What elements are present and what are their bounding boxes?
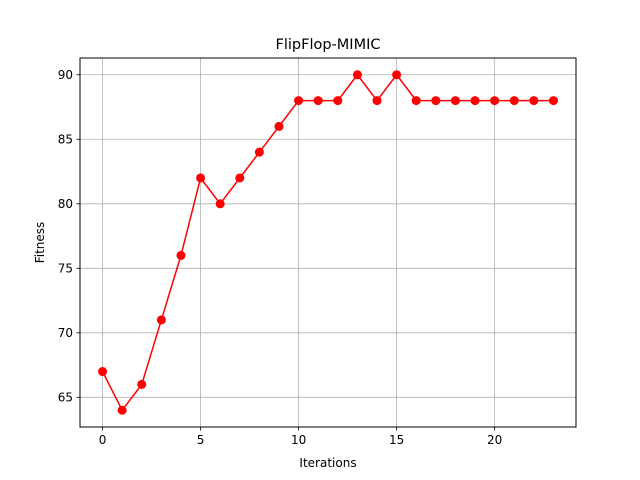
- data-point: [470, 96, 480, 106]
- data-point: [392, 70, 402, 80]
- data-point: [490, 96, 500, 106]
- data-point: [274, 121, 284, 131]
- data-point: [450, 96, 460, 106]
- data-point: [98, 367, 108, 377]
- data-series: [98, 70, 558, 415]
- data-point: [215, 199, 225, 209]
- data-point: [254, 147, 264, 157]
- data-point: [431, 96, 441, 106]
- y-tick-label: 65: [58, 391, 73, 405]
- x-axis-ticks: 0 5 10 15 20: [99, 427, 502, 447]
- data-point: [156, 315, 166, 325]
- y-tick-label: 75: [58, 262, 73, 276]
- y-tick-label: 80: [58, 197, 73, 211]
- y-axis-label: Fitness: [33, 222, 47, 264]
- data-point: [411, 96, 421, 106]
- x-tick-label: 10: [291, 433, 306, 447]
- y-tick-label: 85: [58, 133, 73, 147]
- y-tick-label: 90: [58, 68, 73, 82]
- data-point: [548, 96, 558, 106]
- y-tick-label: 70: [58, 326, 73, 340]
- x-tick-label: 5: [197, 433, 205, 447]
- data-point: [117, 405, 127, 415]
- data-point: [372, 96, 382, 106]
- x-axis-label: Iterations: [299, 456, 356, 470]
- data-point: [137, 379, 147, 389]
- grid-lines: [80, 58, 576, 427]
- y-axis-ticks: 65 70 75 80 85 90: [58, 68, 80, 405]
- data-point: [235, 173, 245, 183]
- x-tick-label: 0: [99, 433, 107, 447]
- x-tick-label: 20: [487, 433, 502, 447]
- data-point: [313, 96, 323, 106]
- data-point: [333, 96, 343, 106]
- data-point: [509, 96, 519, 106]
- data-point: [352, 70, 362, 80]
- data-point: [529, 96, 539, 106]
- data-point: [196, 173, 206, 183]
- series-line: [101, 73, 554, 412]
- plot-frame: [79, 57, 577, 428]
- data-point: [176, 250, 186, 260]
- chart-title: FlipFlop-MIMIC: [276, 37, 381, 53]
- data-point: [294, 96, 304, 106]
- x-tick-label: 15: [389, 433, 404, 447]
